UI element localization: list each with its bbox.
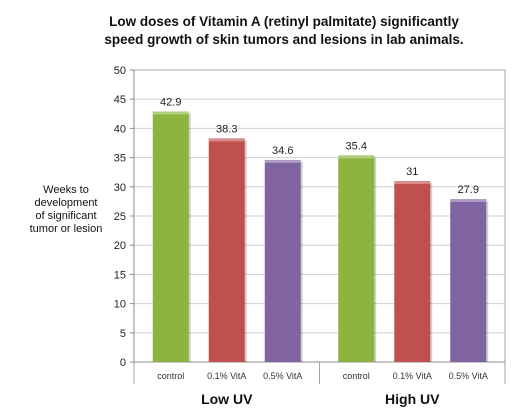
bar <box>152 111 189 363</box>
y-axis-label-line: Weeks to <box>43 184 89 196</box>
y-tick-label: 25 <box>114 211 126 223</box>
y-axis-label: Weeks to development of significant tumo… <box>4 184 128 236</box>
category-label: 0.5% VitA <box>263 371 302 381</box>
data-label: 34.6 <box>272 145 293 157</box>
bar <box>208 138 245 362</box>
y-axis-label-line: development <box>34 197 98 209</box>
group-label: Low UV <box>201 391 253 407</box>
group-label: High UV <box>385 391 440 407</box>
y-tick-label: 10 <box>114 299 126 311</box>
y-tick-label: 20 <box>114 240 126 252</box>
category-label: 0.1% VitA <box>207 371 246 381</box>
bar <box>394 180 431 362</box>
chart-title-line-2: speed growth of skin tumors and lesions … <box>104 32 464 47</box>
bar-highlight <box>152 111 189 115</box>
y-tick-label: 45 <box>114 94 126 106</box>
y-axis-label-line: tumor or lesion <box>29 223 103 235</box>
bar <box>338 155 375 362</box>
y-tick-label: 15 <box>114 269 126 281</box>
data-label: 31 <box>406 166 418 178</box>
chart-title-line-1: Low doses of Vitamin A (retinyl palmitat… <box>109 14 459 29</box>
bar-highlight <box>208 138 245 142</box>
bar <box>450 199 487 362</box>
category-label: control <box>343 371 370 381</box>
y-tick-label: 50 <box>114 65 126 77</box>
data-label: 42.9 <box>160 96 181 108</box>
data-label: 35.4 <box>346 140 367 152</box>
bar-highlight <box>394 180 431 184</box>
y-tick-label: 30 <box>114 182 126 194</box>
bar-highlight <box>264 159 301 163</box>
y-tick-label: 0 <box>120 357 126 369</box>
category-label: 0.5% VitA <box>449 371 488 381</box>
data-label: 38.3 <box>216 123 237 135</box>
bar-highlight <box>338 155 375 159</box>
y-axis-label-line: of significant <box>35 210 97 222</box>
bar-highlight <box>450 199 487 203</box>
bar <box>264 159 301 362</box>
category-label: control <box>157 371 184 381</box>
y-tick-label: 35 <box>114 153 126 165</box>
y-tick-label: 40 <box>114 123 126 135</box>
y-tick-label: 5 <box>120 328 126 340</box>
category-label: 0.1% VitA <box>393 371 432 381</box>
data-label: 27.9 <box>458 184 479 196</box>
